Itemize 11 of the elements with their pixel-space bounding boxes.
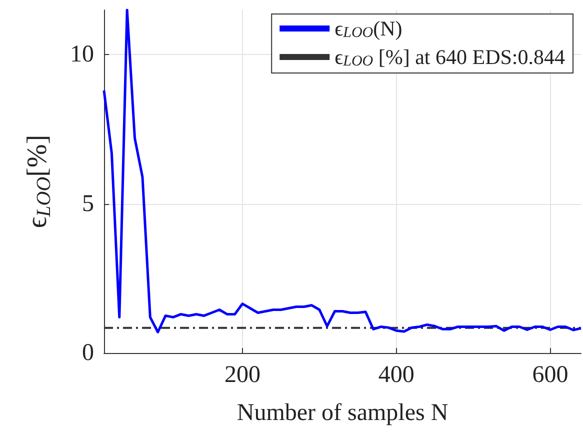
y-tick-label: 10 xyxy=(70,42,94,68)
y-tick-label: 0 xyxy=(82,340,94,366)
y-tick-label: 5 xyxy=(82,190,94,217)
y-axis-title: ϵLOO[%] xyxy=(22,134,55,228)
legend-label: ϵLOO [%] at 640 EDS:0.844 xyxy=(334,45,566,70)
x-tick-label: 200 xyxy=(224,362,260,388)
legend-label: ϵLOO(N) xyxy=(334,16,402,41)
x-axis-title: Number of samples N xyxy=(236,400,448,426)
x-tick-label: 400 xyxy=(378,362,414,388)
x-tick-label: 600 xyxy=(532,362,568,388)
line-series xyxy=(102,8,582,334)
